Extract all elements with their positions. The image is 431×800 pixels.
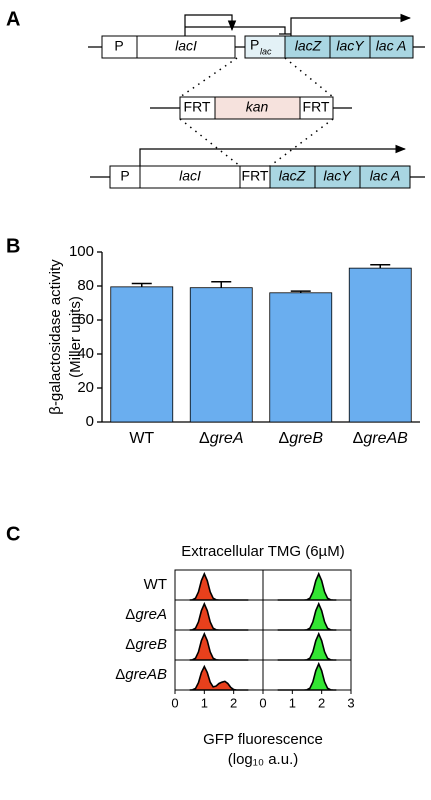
gene-label: lacY — [323, 168, 352, 184]
gene-label: lac A — [376, 38, 407, 54]
y-tick-label: 80 — [77, 277, 94, 294]
error-bar — [131, 282, 152, 287]
gene-label: lacZ — [279, 168, 306, 184]
x-tick-label: 2 — [318, 695, 325, 710]
y-axis-label: (Miller units) — [67, 296, 84, 378]
y-tick-label: 60 — [77, 311, 94, 328]
gene-label: lac A — [370, 168, 401, 184]
subplot-frame — [262, 629, 352, 661]
histogram-area — [277, 661, 337, 691]
error-bar — [290, 290, 311, 293]
x-tick-label: 1 — [289, 695, 296, 710]
y-tick-label: 20 — [77, 379, 94, 396]
histogram-area — [189, 571, 249, 601]
x-tick-label: 1 — [201, 695, 208, 710]
subplot-frame — [174, 629, 264, 661]
row-label: WT — [144, 576, 167, 593]
x-axis-label: GFP fluorescence — [203, 731, 323, 748]
gene-label: lacI — [175, 38, 197, 54]
histogram-area — [189, 631, 249, 661]
frt-label: FRT — [242, 168, 269, 184]
gene-label: P — [114, 38, 123, 54]
histogram-area — [189, 664, 249, 691]
x-tick-label: ΔgreB — [279, 430, 324, 447]
gene-label: P — [120, 168, 129, 184]
row-label: ΔgreAB — [115, 666, 167, 683]
subplot-frame — [262, 599, 352, 631]
x-tick-label: WT — [129, 430, 154, 447]
panel-label: B — [6, 235, 20, 257]
histogram-area — [277, 601, 337, 631]
bar — [269, 292, 333, 423]
histogram-area — [277, 571, 337, 601]
x-tick-label: 0 — [259, 695, 266, 710]
y-tick-label: 0 — [86, 413, 94, 430]
error-bar — [211, 281, 232, 288]
subplot-frame — [174, 599, 264, 631]
histogram-area — [277, 631, 337, 661]
gene-label: lacY — [336, 38, 365, 54]
x-axis-label: (log₁₀ a.u.) — [228, 751, 298, 768]
bar — [189, 287, 253, 423]
error-bar — [370, 264, 391, 269]
chart-title: Extracellular TMG (6µM) — [181, 543, 344, 560]
promoter-subscript: lac — [260, 46, 272, 56]
frt-label: FRT — [303, 99, 330, 115]
y-axis-label: β-galactosidase activity — [47, 259, 64, 415]
x-tick-label: ΔgreA — [199, 430, 243, 447]
panel-label: A — [6, 8, 20, 30]
histogram-area — [189, 601, 249, 631]
gene-label: lacI — [179, 168, 201, 184]
y-tick-label: 100 — [69, 243, 94, 260]
panel-label: C — [6, 523, 20, 545]
subplot-frame — [262, 569, 352, 601]
x-tick-label: 0 — [171, 695, 178, 710]
x-tick-label: 2 — [230, 695, 237, 710]
row-label: ΔgreB — [125, 636, 167, 653]
x-tick-label: ΔgreAB — [353, 430, 408, 447]
gene-label: kan — [246, 99, 269, 115]
bar — [348, 267, 412, 423]
gene-label: lacZ — [295, 38, 322, 54]
frt-label: FRT — [184, 99, 211, 115]
row-label: ΔgreA — [125, 606, 167, 623]
operon-diagram: P lacI P lac lacZ lacY lac A FRT kan FRT… — [88, 13, 425, 189]
promoter-label: P — [250, 37, 259, 53]
subplot-frame — [174, 569, 264, 601]
y-tick-label: 40 — [77, 345, 94, 362]
x-tick-label: 3 — [347, 695, 354, 710]
subplot-frame — [262, 659, 352, 691]
bar — [110, 286, 174, 423]
